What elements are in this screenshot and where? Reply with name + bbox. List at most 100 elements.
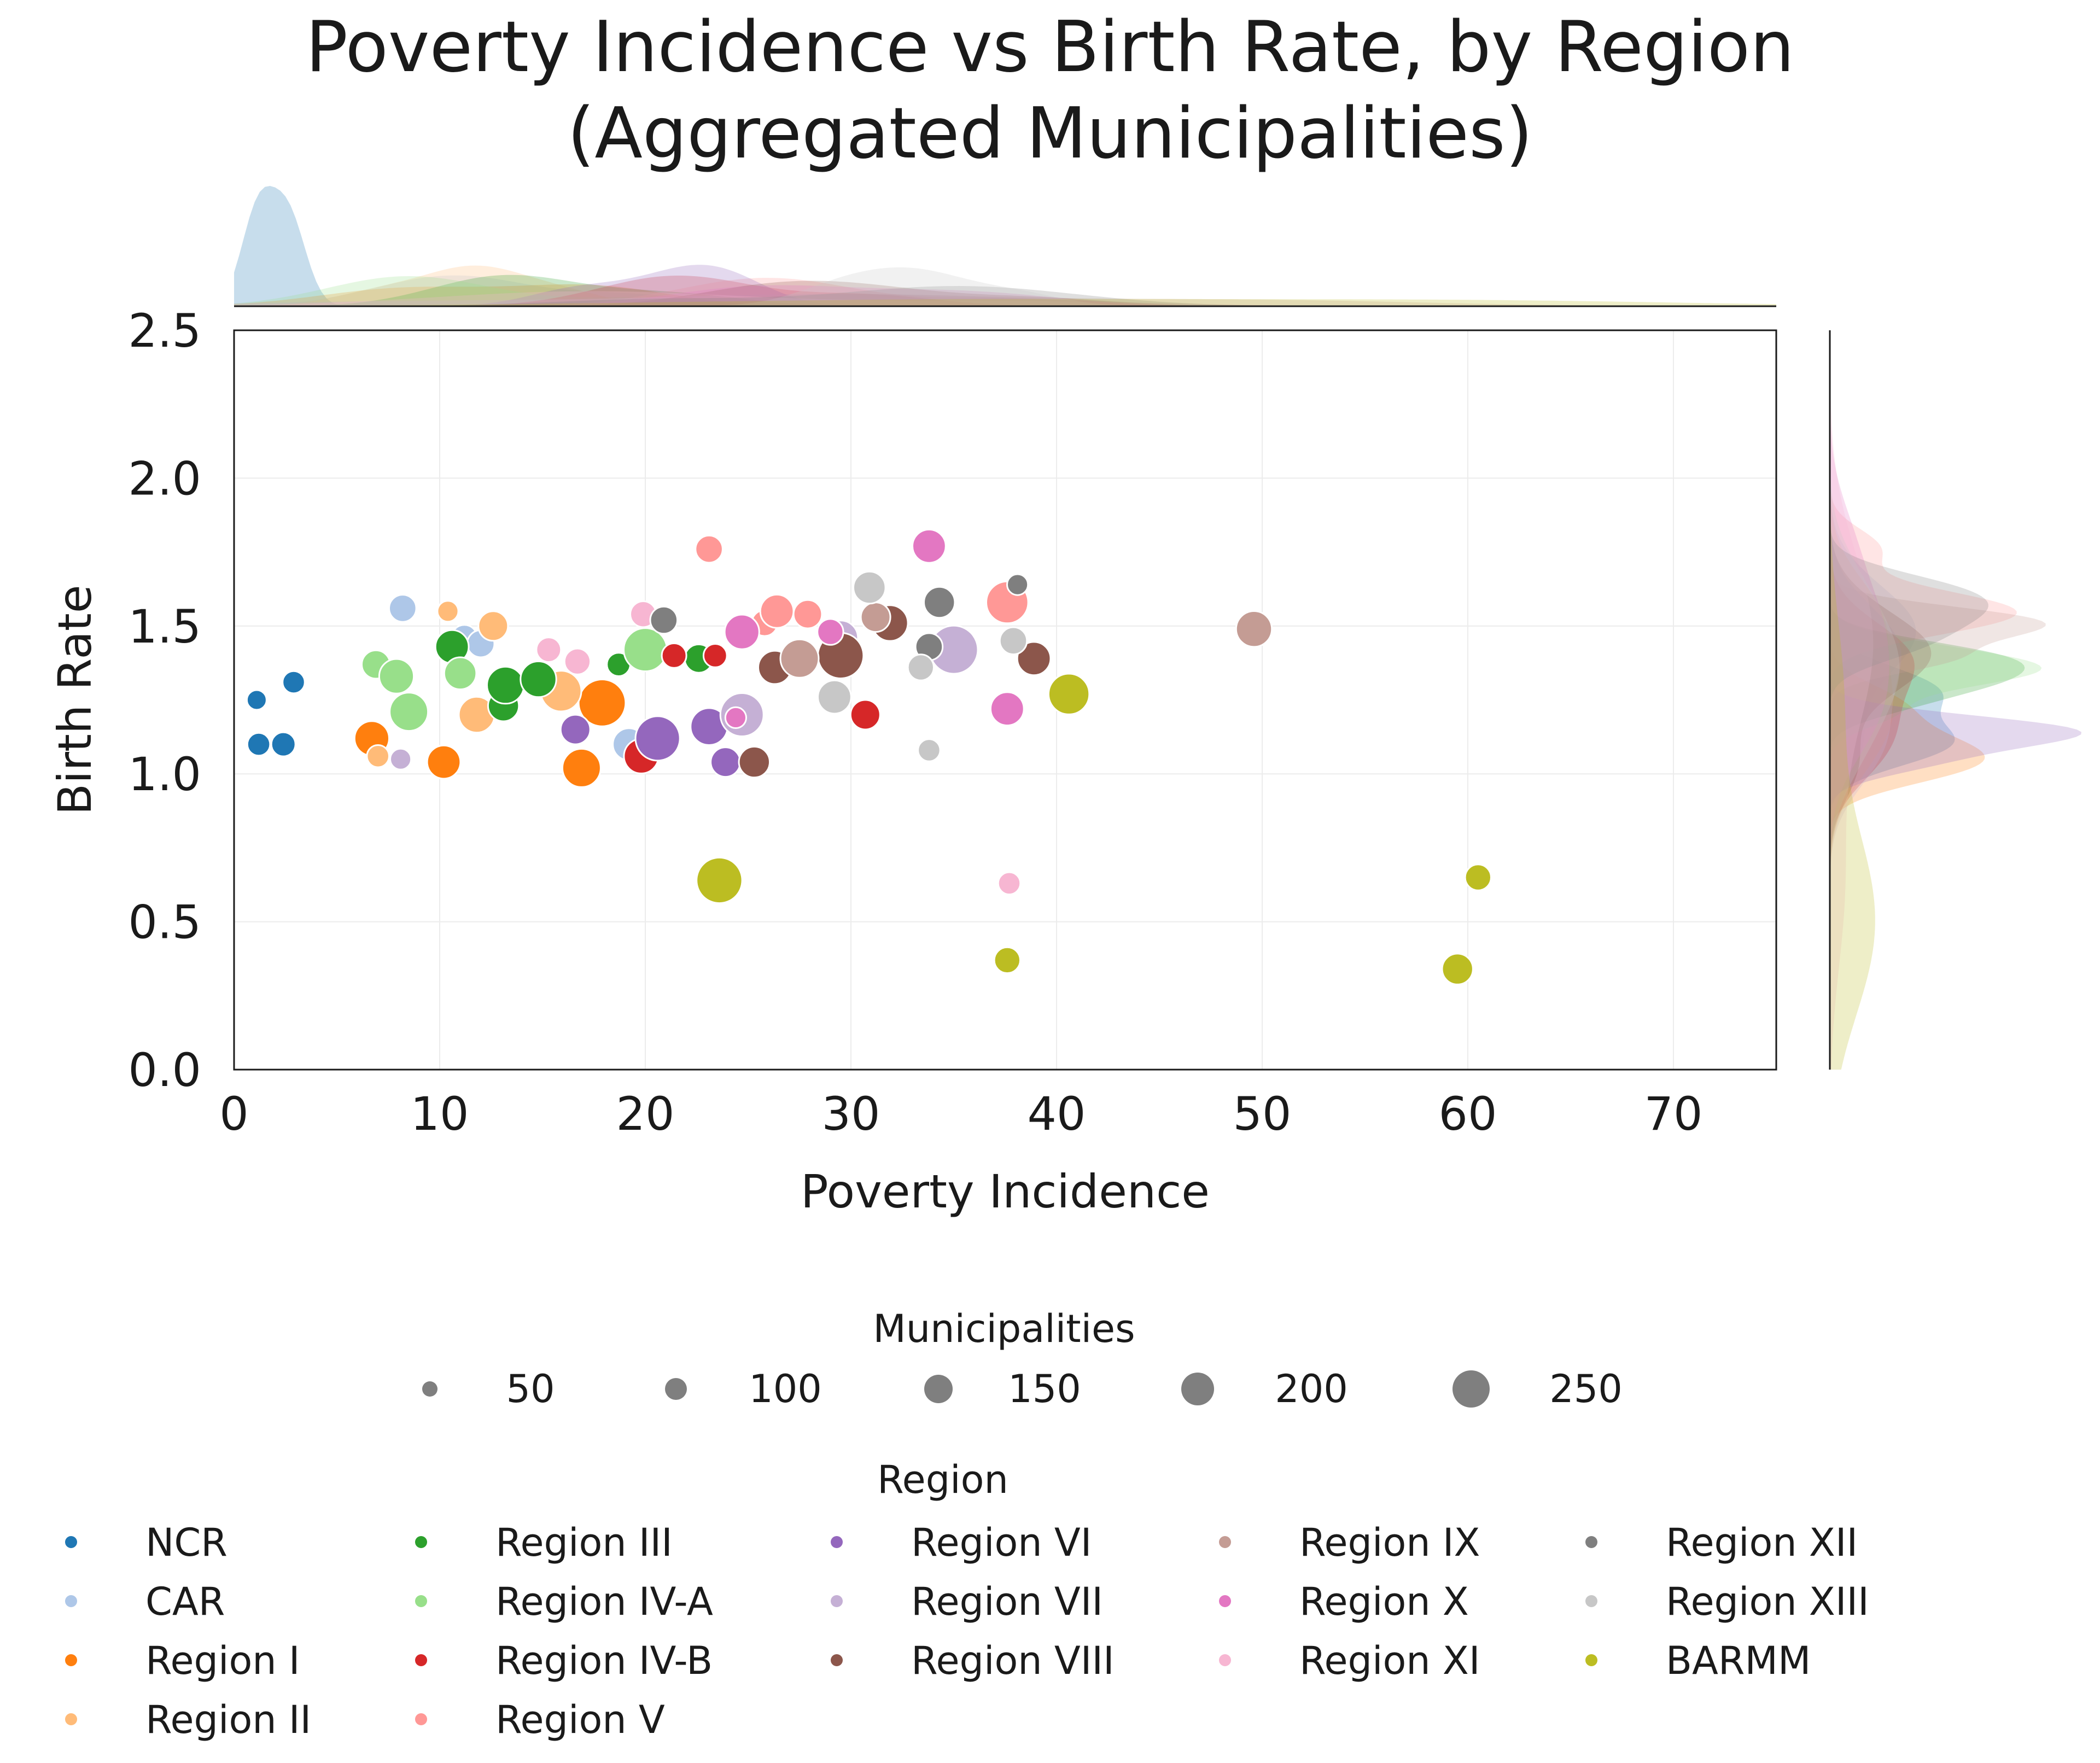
region-legend-label: Region XIII [1666,1579,1869,1624]
size-legend-marker [1452,1370,1490,1408]
region-legend-label: Region IX [1299,1520,1480,1565]
right-kde-car [1830,330,1916,1070]
size-legend-marker [924,1375,953,1403]
size-legend-title: Municipalities [873,1306,1135,1351]
right-kde-barmm [1830,330,1875,1070]
data-point-region-v [695,534,724,564]
region-legend-marker-region-vii [831,1595,843,1607]
data-point-region-ii [436,600,459,623]
size-legend-label: 100 [749,1367,822,1411]
x-tick-label: 40 [1028,1087,1086,1141]
data-point-region-x [724,706,748,729]
top-kde-region-v [234,278,1776,306]
data-point-ncr [246,689,267,711]
region-legend-marker-region-v [415,1713,427,1725]
data-point-region-vi [559,714,591,745]
grid-lines [234,330,1776,1070]
data-point-region-iii [486,665,525,705]
top-marginal-kde [234,186,1776,307]
data-point-region-xii [649,605,679,635]
region-legend-label: Region V [495,1697,665,1742]
data-point-region-viii [738,745,771,779]
x-tick-label: 20 [616,1087,675,1141]
region-legend-label: Region III [495,1520,673,1565]
data-point-region-xi [563,647,592,675]
region-legend-marker-region-ix [1219,1536,1231,1548]
y-tick-label: 0.0 [128,1043,201,1097]
top-kde-region-vi [234,265,1776,306]
x-axis-label: Poverty Incidence [801,1165,1210,1218]
top-kde-region-vii [234,294,1776,306]
y-tick-label: 2.5 [128,304,201,358]
top-kde-barmm [234,299,1776,306]
x-tick-label: 10 [411,1087,469,1141]
region-legend-label: Region XII [1666,1520,1858,1565]
data-point-region-xiii [907,653,935,681]
data-point-region-iv-b [849,699,881,731]
data-point-region-xii [923,586,956,619]
y-tick-label: 1.5 [128,600,201,653]
region-legend-marker-region-xiii [1585,1595,1597,1607]
data-point-region-x [816,618,844,646]
data-point-region-x [989,691,1025,727]
data-point-region-xiii [999,626,1028,656]
top-kde-region-xii [234,286,1776,306]
region-legend-label: BARMM [1666,1638,1811,1683]
region-legend-marker-region-xi [1219,1654,1231,1666]
region-legend-marker-ncr [65,1536,77,1548]
region-legend-label: Region XI [1299,1638,1480,1683]
data-point-region-iv-b [661,642,687,669]
data-point-barmm [1047,673,1090,715]
data-point-ncr [270,731,296,757]
data-point-region-iii [520,660,557,698]
data-point-region-vi [634,715,681,762]
data-point-region-viii [1016,641,1052,676]
data-point-region-ix [860,602,891,633]
top-kde-region-iv-b [234,276,1776,306]
region-legend-marker-region-iii [415,1536,427,1548]
data-point-region-xi [997,871,1022,896]
data-point-region-iv-b [702,643,728,668]
data-point-car [388,594,417,623]
data-point-region-xii [1006,573,1029,596]
right-kde-region-i [1830,330,1985,1070]
x-tick-label: 0 [219,1087,248,1141]
chart-title-line-1: Poverty Incidence vs Birth Rate, by Regi… [305,7,1795,88]
data-point-region-x [912,528,947,564]
x-tick-label: 30 [822,1087,880,1141]
right-kde-region-xi [1830,330,1874,1070]
region-legend-label: Region I [145,1638,300,1683]
region-legend-label: CAR [145,1579,225,1624]
data-point-region-i [578,679,627,727]
data-point-barmm [1441,953,1474,985]
data-point-barmm [993,946,1022,974]
size-legend-marker [422,1381,438,1397]
right-kde-region-iii [1830,330,2025,1070]
data-point-region-xiii [853,570,886,605]
chart-title-line-2: (Aggregated Municipalities) [567,93,1533,174]
data-point-region-ix [1235,610,1273,648]
data-point-region-xiii [917,738,941,762]
top-kde-region-iv-a [234,276,1776,306]
data-point-region-ii [366,744,390,768]
right-kde-region-x [1830,330,1889,1070]
y-axis-label: Birth Rate [48,585,102,815]
x-tick-label: 70 [1644,1087,1703,1141]
size-legend-label: 150 [1008,1367,1081,1411]
right-kde-region-xiii [1830,330,1900,1070]
region-legend-marker-region-ii [65,1713,77,1725]
size-legend-label: 250 [1549,1367,1623,1411]
data-point-ncr [246,732,271,757]
data-point-ncr [282,670,306,694]
x-tick-label: 50 [1233,1087,1292,1141]
right-kde-region-ii [1830,330,1894,1070]
region-legend-label: Region VII [911,1579,1103,1624]
plot-frame [233,329,1777,1071]
data-point-region-xiii [817,679,852,715]
data-point-region-vii [389,748,412,770]
data-point-region-ix [779,638,820,679]
data-point-region-ii [477,610,509,642]
data-point-region-v [759,593,795,629]
data-point-region-iv-a [443,656,477,691]
right-marginal-kde [1829,330,2081,1070]
